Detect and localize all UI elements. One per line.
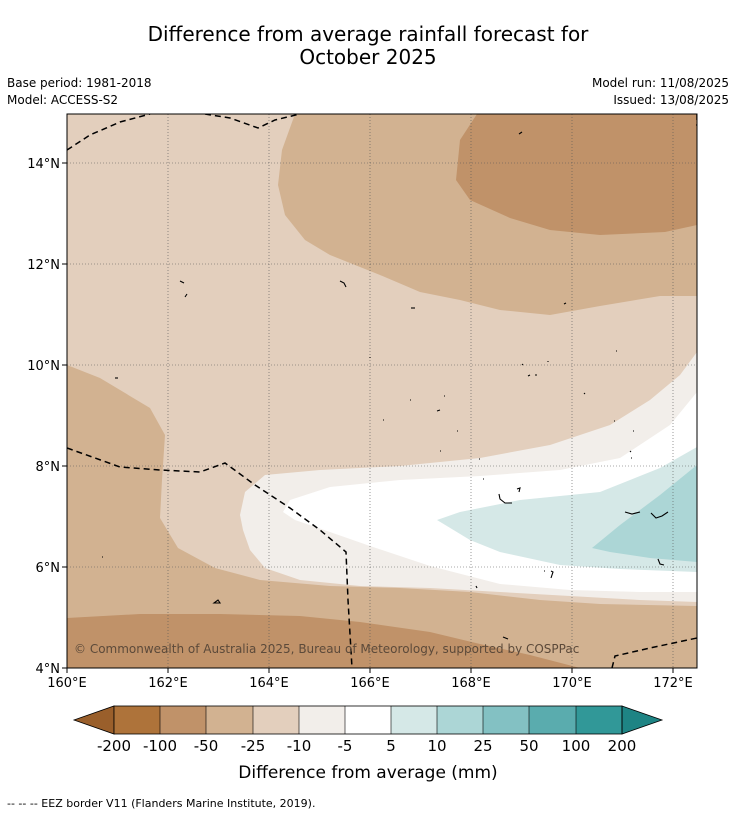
colorbar: -200 -100 -50 -25 -10 -5 5 10 25 50 100 … <box>72 705 664 783</box>
contour-minus100-north <box>456 114 697 235</box>
colorbar-title: Difference from average (mm) <box>238 763 497 783</box>
contour-minus50-south <box>67 365 697 668</box>
colorbar-label-5: -5 <box>338 737 353 755</box>
lon-label-164: 164°E <box>249 676 289 691</box>
colorbar-label-0: -200 <box>97 737 131 755</box>
lon-label-166: 166°E <box>350 676 390 691</box>
colorbar-swatch-1 <box>160 706 206 734</box>
colorbar-swatch-8 <box>483 706 529 734</box>
lon-label-162: 162°E <box>148 676 188 691</box>
colorbar-swatch-4 <box>299 706 345 734</box>
colorbar-label-9: 50 <box>519 737 538 755</box>
lat-label-8: 8°N <box>36 460 61 475</box>
colorbar-label-2: -50 <box>194 737 219 755</box>
colorbar-label-1: -100 <box>143 737 177 755</box>
issued-date: Issued: 13/08/2025 <box>613 93 729 107</box>
colorbar-swatch-6 <box>391 706 437 734</box>
model-run: Model run: 11/08/2025 <box>591 76 729 90</box>
colorbar-label-10: 100 <box>562 737 591 755</box>
colorbar-swatch-9 <box>529 706 576 734</box>
lon-label-172: 172°E <box>653 676 693 691</box>
axis-ticks <box>62 162 674 673</box>
copyright-text: © Commonwealth of Australia 2025, Bureau… <box>74 642 579 656</box>
map-gridlines <box>67 114 697 668</box>
colorbar-label-3: -25 <box>241 737 266 755</box>
model-name: Model: ACCESS-S2 <box>7 93 119 107</box>
contour-plus10 <box>592 465 697 562</box>
lat-label-14: 14°N <box>27 157 60 172</box>
eez-borders <box>67 114 697 668</box>
colorbar-label-6: 5 <box>386 737 396 755</box>
islands <box>102 131 669 640</box>
colorbar-swatch-10 <box>576 706 622 734</box>
colorbar-swatch-7 <box>437 706 483 734</box>
lon-label-168: 168°E <box>451 676 491 691</box>
colorbar-swatch-2 <box>206 706 253 734</box>
map-area: © Commonwealth of Australia 2025, Bureau… <box>67 114 697 668</box>
map-frame <box>66 113 698 669</box>
lat-label-12: 12°N <box>27 258 60 273</box>
chart-title-line1: Difference from average rainfall forecas… <box>147 22 589 46</box>
lat-label-10: 10°N <box>27 359 60 374</box>
colorbar-label-7: 10 <box>427 737 446 755</box>
colorbar-over-arrow <box>621 705 664 735</box>
colorbar-label-11: 200 <box>608 737 637 755</box>
lat-label-6: 6°N <box>36 561 61 576</box>
eez-footnote: -- -- -- EEZ border V11 (Flanders Marine… <box>7 797 316 810</box>
contour-minus100-south <box>67 614 580 668</box>
colorbar-under-arrow <box>72 705 115 735</box>
lat-label-4: 4°N <box>36 662 61 677</box>
colorbar-label-4: -10 <box>287 737 312 755</box>
base-period: Base period: 1981-2018 <box>7 76 152 90</box>
chart-title-line2: October 2025 <box>299 45 437 69</box>
colorbar-swatch-0 <box>114 706 160 734</box>
colorbar-label-8: 25 <box>473 737 492 755</box>
lon-label-160: 160°E <box>47 676 87 691</box>
lon-label-170: 170°E <box>552 676 592 691</box>
colorbar-swatch-3 <box>253 706 299 734</box>
colorbar-swatch-5 <box>345 706 391 734</box>
